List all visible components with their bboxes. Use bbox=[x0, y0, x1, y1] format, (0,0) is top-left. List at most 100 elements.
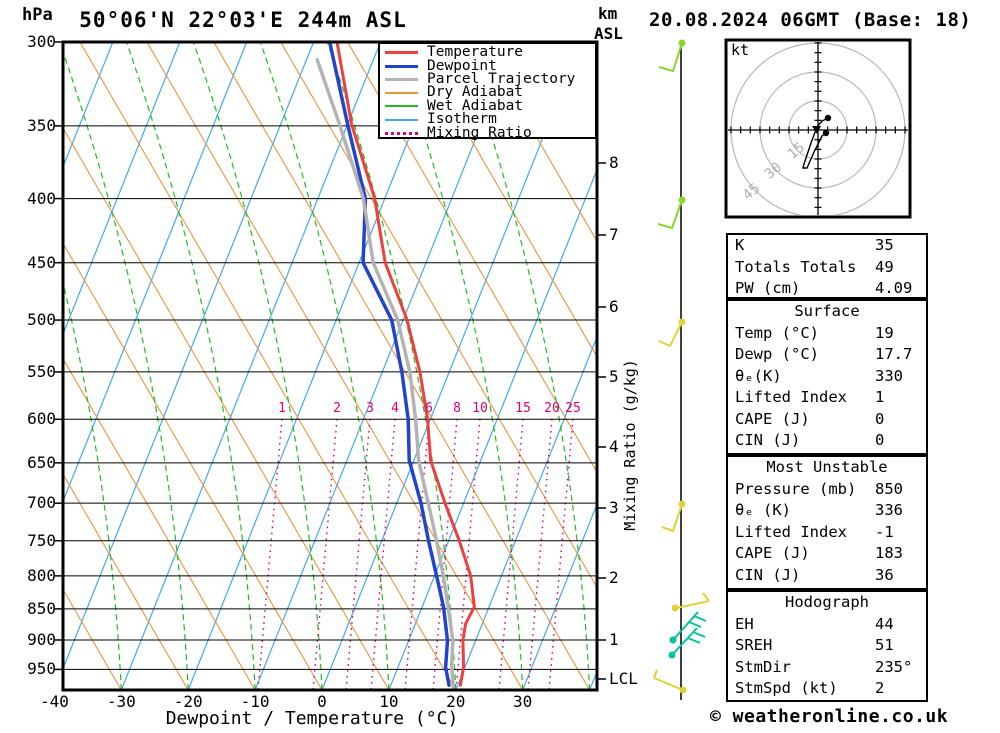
storm-motion-marker bbox=[812, 126, 821, 134]
pressure-unit-label: hPa bbox=[22, 5, 53, 25]
wet-adiabat-line bbox=[260, 43, 390, 689]
table-row: θₑ(K) 330 bbox=[728, 366, 926, 388]
temperature-tick-label: -40 bbox=[39, 692, 69, 711]
table-row-label: CAPE (J) bbox=[735, 544, 810, 562]
table-row: Lifted Index 1 bbox=[728, 387, 926, 409]
mixing-ratio-value-label: 10 bbox=[472, 401, 488, 416]
table-row: K 35 bbox=[728, 235, 926, 257]
background-lines bbox=[64, 43, 596, 689]
wet-adiabat-line bbox=[126, 43, 256, 689]
temperature-tick-label: 0 bbox=[317, 692, 327, 711]
data-table: K 35 Totals Totals 49 PW (cm) 4.09 bbox=[726, 233, 928, 299]
mixing-ratio-value-label: 15 bbox=[515, 401, 531, 416]
table-row: StmDir 235° bbox=[728, 657, 926, 679]
isotherm-line bbox=[64, 43, 114, 166]
table-row: StmSpd (kt) 2 bbox=[728, 678, 926, 700]
km-tick-label: 7 bbox=[609, 225, 619, 244]
table-row: Dewp (°C) 17.7 bbox=[728, 344, 926, 366]
pressure-tick-label: 650 bbox=[27, 452, 56, 472]
station-title: 50°06'N 22°03'E 244m ASL bbox=[79, 8, 407, 32]
table-row: Pressure (mb) 850 bbox=[728, 479, 926, 501]
table-row-value: 235° bbox=[875, 657, 913, 676]
table-row-value: 0 bbox=[875, 431, 885, 449]
wind-barb bbox=[658, 42, 683, 73]
table-row: CAPE (J) 183 bbox=[728, 543, 926, 565]
pressure-tick-label: 450 bbox=[27, 252, 56, 272]
dry-adiabat-line bbox=[347, 43, 596, 472]
mixing-ratio-value-label: 20 bbox=[544, 401, 560, 416]
legend-item-label: Dry Adiabat bbox=[427, 84, 524, 101]
legend-line-sample bbox=[385, 77, 418, 81]
table-row-label: Lifted Index bbox=[735, 388, 847, 406]
isotherm-line bbox=[522, 505, 596, 689]
legend-item-label: Temperature bbox=[427, 44, 524, 61]
wind-barb bbox=[671, 627, 706, 656]
table-row: θₑ (K) 336 bbox=[728, 500, 926, 522]
legend: Temperature Dewpoint Parcel Trajectory Dry … bbox=[378, 42, 597, 140]
mixing-ratio-value-label: 1 bbox=[278, 401, 286, 416]
pressure-tick-label: 500 bbox=[27, 310, 56, 330]
table-title: Hodograph bbox=[785, 593, 869, 611]
table-row-label: θₑ(K) bbox=[735, 366, 782, 385]
data-table: Hodograph EH 44 SREH 51 StmDir 235° StmSpd (kt)… bbox=[726, 590, 928, 702]
temperature-tick-label: -20 bbox=[173, 692, 203, 711]
pressure-tick-label: 600 bbox=[27, 409, 56, 429]
wet-adiabat-line bbox=[326, 43, 457, 689]
pressure-tick-label: 850 bbox=[27, 598, 56, 618]
hodograph-dot bbox=[822, 129, 830, 137]
legend-item: Wet Adiabat bbox=[380, 97, 595, 114]
wind-barb-dot bbox=[678, 318, 686, 326]
table-row-label: Temp (°C) bbox=[735, 323, 819, 342]
hodograph bbox=[724, 38, 912, 219]
mixing-ratio-value-label: 2 bbox=[333, 401, 341, 416]
wind-barb bbox=[672, 611, 707, 641]
isotherm-line bbox=[64, 43, 314, 668]
altitude-unit-km-label: km bbox=[598, 4, 618, 23]
table-row-label: CIN (J) bbox=[735, 565, 801, 584]
table-row: PW (cm) 4.09 bbox=[728, 278, 926, 300]
isotherm-line bbox=[187, 43, 448, 689]
dry-adiabat-line bbox=[64, 359, 256, 689]
table-row-value: 49 bbox=[875, 257, 894, 276]
mixing-ratio-line bbox=[455, 418, 481, 689]
table-row: SREH 51 bbox=[728, 635, 926, 657]
pressure-tick-label: 900 bbox=[27, 629, 56, 649]
table-row-value: 330 bbox=[875, 366, 903, 385]
wind-barb-dot bbox=[668, 651, 676, 659]
plot-border bbox=[61, 40, 599, 692]
isotherm-line bbox=[64, 43, 247, 501]
table-row: Totals Totals 49 bbox=[728, 257, 926, 279]
pressure-tick-label: 350 bbox=[27, 115, 56, 135]
table-row-label: EH bbox=[735, 614, 754, 633]
pressure-tick-label: 950 bbox=[27, 659, 56, 679]
hodograph-dot bbox=[824, 114, 832, 122]
table-row-label: SREH bbox=[735, 636, 773, 654]
table-row-label: PW (cm) bbox=[735, 279, 801, 297]
table-row-value: 2 bbox=[875, 679, 885, 697]
legend-line-sample bbox=[385, 51, 418, 55]
dry-adiabat-line bbox=[414, 43, 596, 357]
temperature-tick-label: -10 bbox=[240, 692, 270, 711]
legend-line-sample bbox=[385, 131, 418, 135]
temperature-curve bbox=[335, 40, 476, 687]
km-tick-label: 1 bbox=[609, 630, 619, 649]
isotherm-line bbox=[121, 43, 381, 689]
dry-adiabat-line bbox=[481, 43, 596, 241]
legend-item: Dewpoint bbox=[380, 58, 595, 73]
hodograph-trace bbox=[802, 117, 829, 169]
wind-barb bbox=[658, 321, 683, 348]
km-tick-label: 5 bbox=[609, 367, 619, 386]
wind-barb-dot bbox=[678, 39, 686, 47]
table-row-value: 44 bbox=[875, 614, 894, 633]
mixing-ratio-line bbox=[548, 418, 574, 689]
km-tick-label: 2 bbox=[609, 568, 619, 587]
wind-barb-dot bbox=[669, 636, 677, 644]
mixing-ratio-line bbox=[312, 418, 338, 689]
x-axis-title: Dewpoint / Temperature (°C) bbox=[165, 708, 459, 729]
table-row-value: 1 bbox=[875, 388, 885, 406]
data-table: Most Unstable Pressure (mb) 850 θₑ (K) 336 Li… bbox=[726, 455, 928, 590]
km-tick-label: 3 bbox=[609, 498, 619, 517]
mixing-ratio-value-label: 6 bbox=[425, 401, 433, 416]
legend-line-sample bbox=[385, 105, 418, 108]
legend-item-label: Wet Adiabat bbox=[427, 97, 524, 114]
